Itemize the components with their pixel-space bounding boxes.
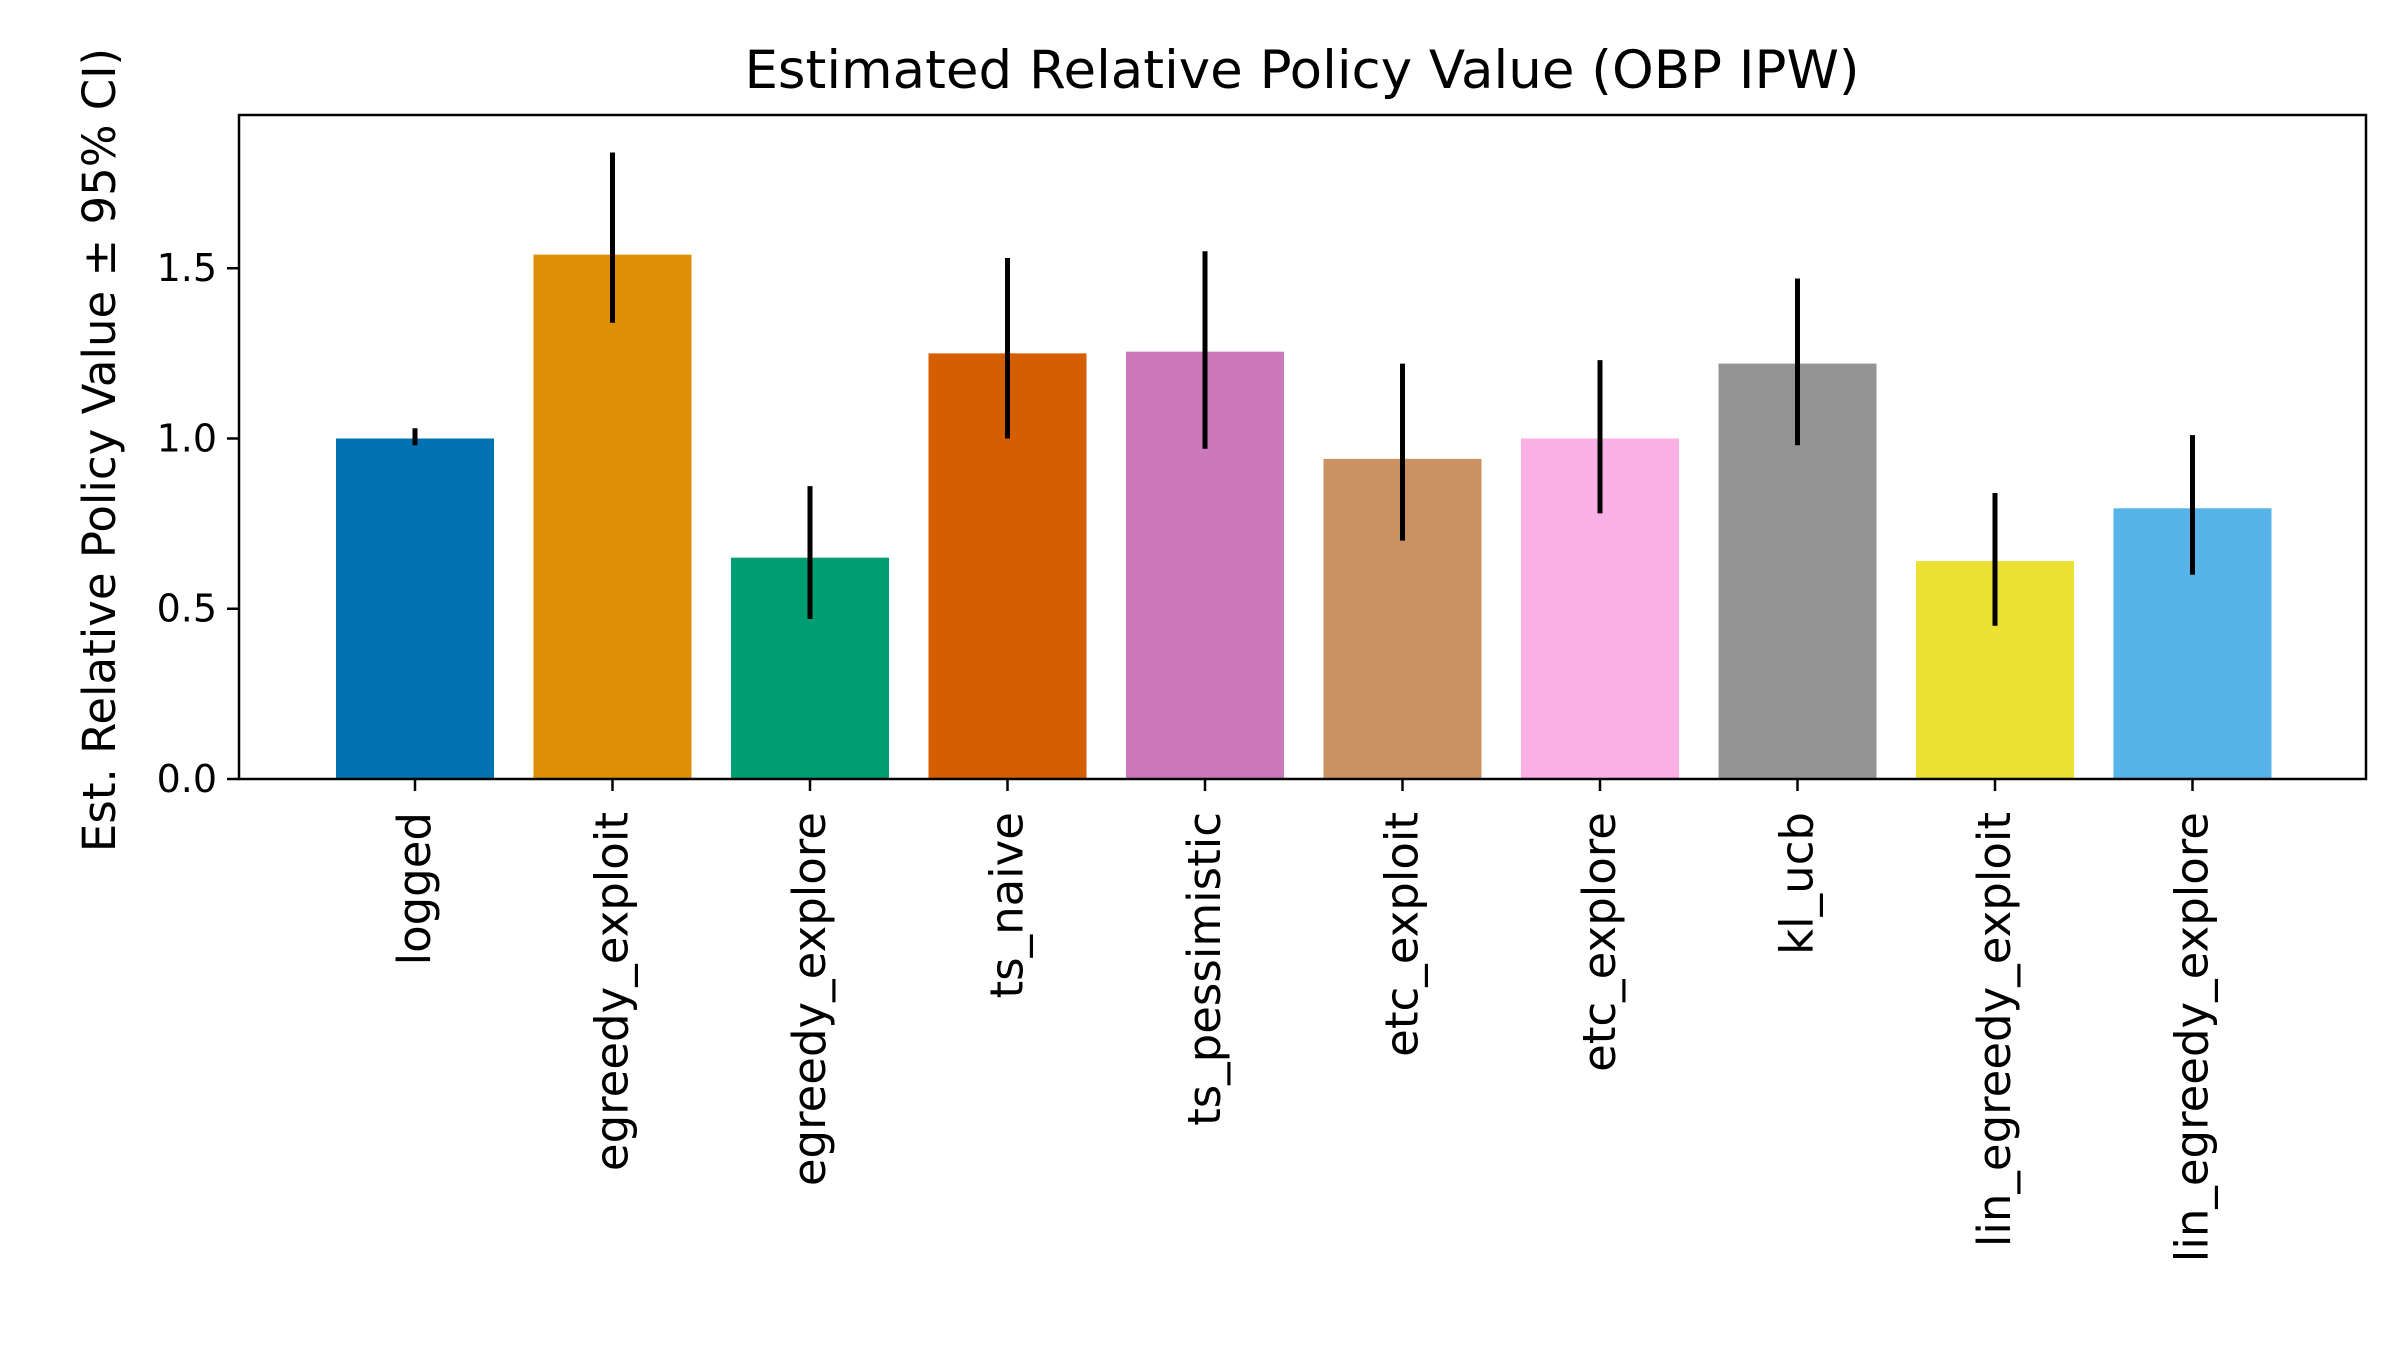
x-tick-label-egreedy_explore: egreedy_explore xyxy=(783,812,836,1186)
y-tick-label-1.0: 1.0 xyxy=(157,416,217,460)
x-tick-label-ts_pessimistic: ts_pessimistic xyxy=(1178,812,1231,1126)
x-axis: logged egreedy_exploit egreedy_explore ts_n… xyxy=(388,779,2219,1262)
errorbars-layer xyxy=(412,152,2195,626)
bar-egreedy_exploit xyxy=(533,254,692,780)
x-tick-label-egreedy_exploit: egreedy_exploit xyxy=(586,812,639,1171)
y-tick-label-0.0: 0.0 xyxy=(157,757,217,801)
x-tick-label-lin_egreedy_exploit: lin_egreedy_exploit xyxy=(1968,812,2021,1247)
x-tick-label-lin_egreedy_explore: lin_egreedy_explore xyxy=(2166,812,2219,1262)
x-tick-label-logged: logged xyxy=(388,812,441,965)
plot-frame xyxy=(237,113,2368,781)
x-tick-label-etc_explore: etc_explore xyxy=(1573,812,1626,1072)
bars-layer xyxy=(336,254,2272,780)
x-tick-label-etc_exploit: etc_exploit xyxy=(1376,812,1429,1057)
y-axis-label: Est. Relative Policy Value ± 95% CI) xyxy=(73,48,126,852)
x-tick-label-ts_naive: ts_naive xyxy=(981,812,1034,999)
bar-logged xyxy=(336,438,494,779)
x-tick-label-kl_ucb: kl_ucb xyxy=(1771,812,1824,955)
chart-title: Estimated Relative Policy Value (OBP IPW… xyxy=(744,40,1859,101)
y-axis: 0.0 0.5 1.0 1.5 xyxy=(157,246,239,801)
y-tick-label-0.5: 0.5 xyxy=(157,587,217,631)
y-tick-label-1.5: 1.5 xyxy=(157,246,217,290)
